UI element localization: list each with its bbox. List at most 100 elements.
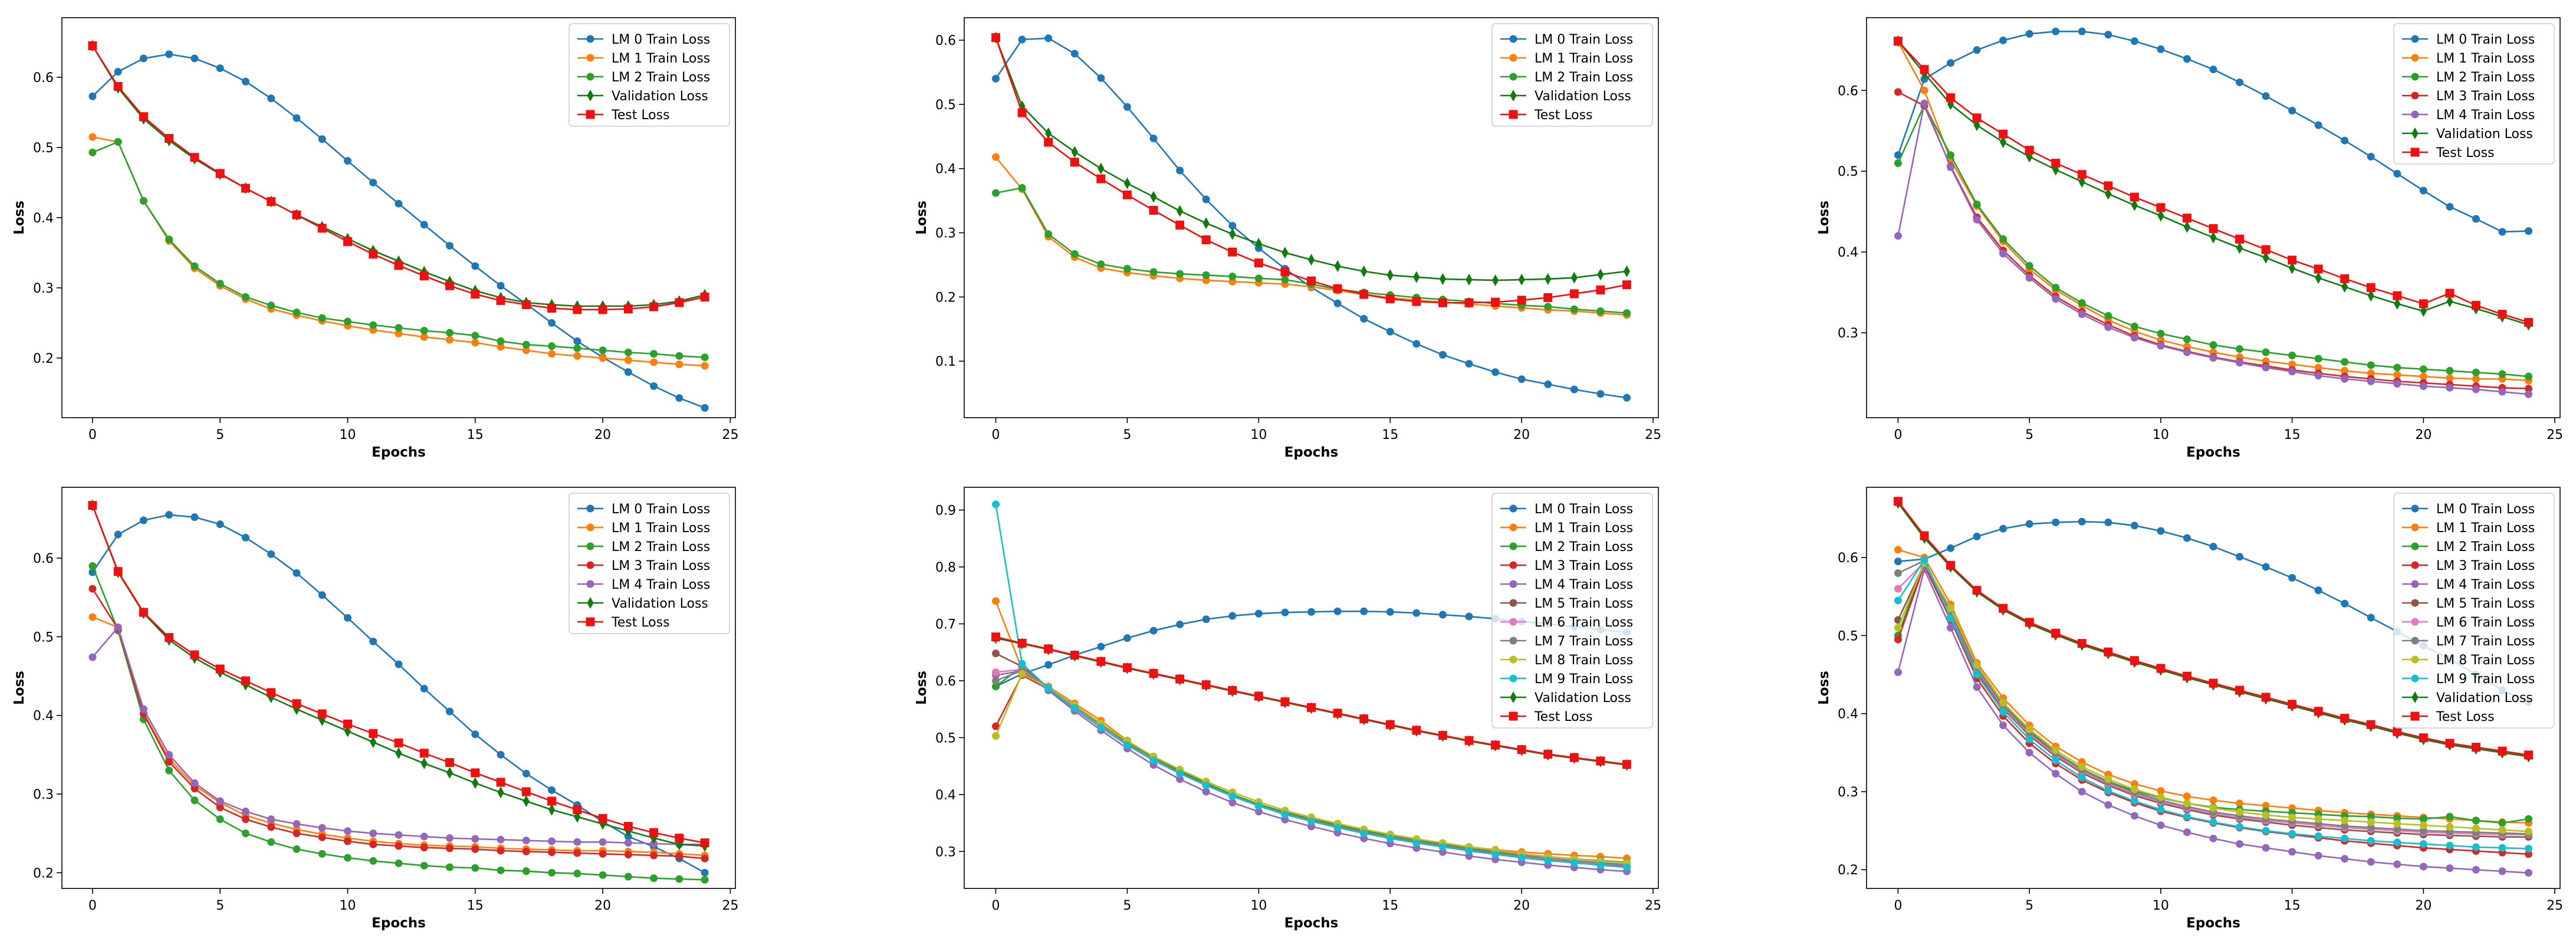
legend-entry: Test Loss: [2402, 146, 2495, 160]
data-point: [2288, 814, 2296, 822]
data-point: [2025, 520, 2033, 528]
data-point: [1623, 309, 1631, 317]
data-point: [650, 851, 658, 860]
data-point: [1385, 294, 1395, 304]
data-point: [139, 54, 147, 63]
data-point: [2288, 360, 2296, 369]
legend-box: [1491, 23, 1653, 127]
y-tick-label: 0.2: [33, 866, 54, 881]
data-point: [2314, 815, 2322, 823]
data-point: [1202, 615, 1210, 624]
data-point: [1176, 270, 1184, 278]
data-point: [1492, 274, 1499, 287]
series-lm-4-train-loss: [88, 623, 709, 848]
data-point: [369, 250, 378, 259]
data-point: [241, 829, 249, 838]
data-point: [1570, 385, 1578, 393]
data-point: [701, 875, 709, 884]
plot-frame: [1866, 487, 2561, 889]
data-point: [522, 837, 530, 845]
legend-marker: [587, 89, 594, 102]
legend-entry: Validation Loss: [1500, 691, 1631, 706]
data-point: [1282, 247, 1289, 259]
legend-marker: [1509, 73, 1517, 81]
legend-label: LM 8 Train Loss: [2436, 653, 2535, 668]
legend-label: LM 9 Train Loss: [1535, 672, 1633, 687]
data-point: [2157, 787, 2165, 795]
data-point: [1097, 723, 1105, 732]
data-point: [2472, 865, 2480, 874]
data-point: [701, 868, 709, 877]
data-point: [548, 350, 556, 358]
x-axis-label: Epochs: [372, 445, 426, 460]
data-point: [2262, 251, 2269, 264]
data-point: [2209, 341, 2217, 349]
data-point: [2472, 368, 2480, 376]
data-point: [2525, 815, 2533, 823]
data-point: [2419, 733, 2428, 743]
data-point: [2367, 614, 2375, 622]
data-point: [394, 261, 403, 270]
data-point: [471, 730, 479, 739]
legend-marker: [1509, 523, 1517, 532]
data-point: [2078, 310, 2086, 319]
legend-label: Test Loss: [611, 108, 670, 123]
data-point: [2025, 261, 2033, 270]
legend-marker: [587, 596, 594, 609]
data-point: [2209, 804, 2217, 812]
data-point: [522, 340, 530, 349]
legend-entry: LM 8 Train Loss: [2402, 653, 2535, 668]
data-point: [88, 133, 97, 141]
legend-marker: [586, 617, 595, 627]
data-point: [1228, 798, 1237, 806]
data-point: [497, 786, 504, 799]
data-point: [1122, 190, 1132, 199]
data-point: [317, 709, 327, 719]
x-tick-label: 15: [2284, 428, 2301, 442]
data-point: [992, 500, 1000, 509]
plot-area: [88, 40, 709, 412]
data-point: [548, 342, 556, 350]
legend-entry: LM 0 Train Loss: [2402, 502, 2535, 517]
y-tick-label: 0.6: [1838, 84, 1858, 99]
data-point: [216, 280, 224, 288]
data-point: [1044, 137, 1053, 147]
legend-marker: [1509, 618, 1517, 626]
data-point: [1438, 843, 1447, 851]
x-tick-label: 5: [216, 428, 224, 442]
data-point: [2156, 203, 2166, 212]
data-point: [420, 861, 428, 870]
legend-marker: [1509, 110, 1518, 119]
data-point: [1920, 531, 1929, 540]
legend-box: [2393, 493, 2555, 729]
data-point: [2367, 858, 2375, 866]
data-point: [1543, 749, 1553, 759]
data-point: [2367, 361, 2375, 369]
data-point: [2419, 382, 2427, 391]
legend-entry: LM 5 Train Loss: [1500, 596, 1633, 611]
data-point: [1491, 368, 1500, 376]
legend-entry: LM 1 Train Loss: [1500, 51, 1633, 66]
legend-label: LM 2 Train Loss: [2436, 70, 2535, 85]
y-tick-label: 0.3: [935, 227, 956, 241]
x-tick-label: 10: [339, 898, 356, 913]
data-point: [1438, 611, 1447, 619]
legend-label: LM 4 Train Loss: [612, 578, 710, 592]
data-point: [2104, 801, 2112, 809]
data-point: [216, 797, 224, 805]
data-point: [2419, 840, 2427, 848]
y-tick-label: 0.3: [935, 845, 956, 860]
data-point: [1228, 247, 1237, 257]
data-point: [1123, 177, 1131, 189]
data-point: [113, 567, 123, 576]
data-point: [267, 688, 276, 697]
data-point: [293, 114, 301, 122]
data-point: [1894, 546, 1902, 554]
legend-marker: [586, 110, 595, 119]
y-tick-label: 0.5: [1838, 629, 1858, 644]
y-tick-label: 0.8: [935, 560, 956, 575]
data-point: [1972, 113, 1982, 123]
legend-label: LM 8 Train Loss: [1535, 653, 1633, 668]
y-tick-label: 0.3: [1838, 326, 1858, 341]
data-point: [1228, 612, 1237, 620]
